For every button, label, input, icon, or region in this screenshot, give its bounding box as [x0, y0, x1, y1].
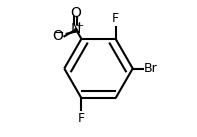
Text: N: N — [71, 22, 81, 36]
Text: Br: Br — [143, 62, 157, 75]
Text: O: O — [52, 29, 63, 43]
Text: F: F — [78, 112, 85, 125]
Text: +: + — [75, 21, 84, 31]
Text: O: O — [70, 6, 81, 20]
Text: −: − — [54, 27, 64, 40]
Text: F: F — [112, 12, 119, 25]
